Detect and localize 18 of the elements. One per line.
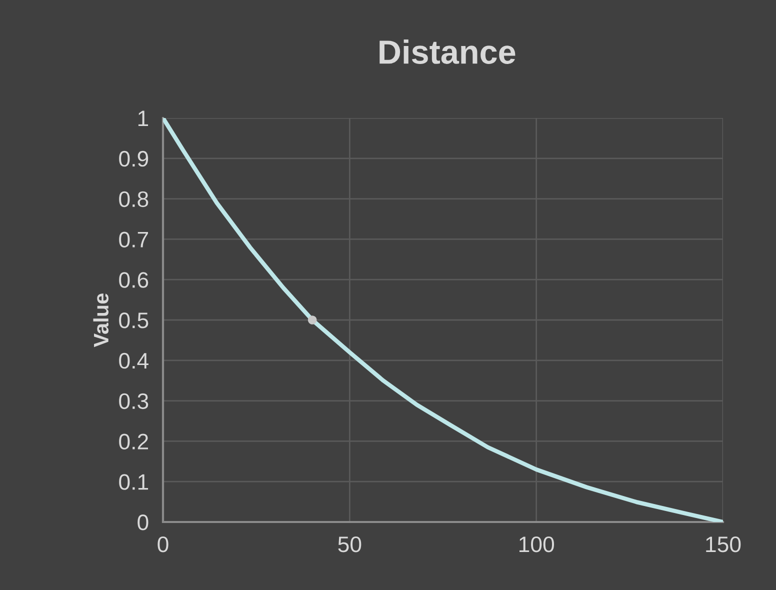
x-tick-label: 0 [158,536,168,552]
y-axis-title: Value [93,293,109,348]
y-tick-label: 0.7 [119,232,148,248]
x-tick-label: 100 [519,536,554,552]
y-tick-label: 0.8 [119,191,148,208]
y-tick-label: 1 [138,110,148,126]
y-tick-label: 0.9 [119,150,148,167]
chart-title: Distance [380,39,516,64]
x-tick-label: 50 [338,536,362,552]
y-tick-label: 0.5 [119,312,148,328]
y-tick-label: 0.1 [119,474,148,490]
y-tick-label: 0.6 [119,272,148,288]
x-tick-label: 150 [706,536,741,552]
y-tick-label: 0 [138,514,148,530]
y-tick-label: 0.3 [119,393,148,410]
y-tick-label: 0.2 [119,434,148,450]
line-series [163,118,723,522]
y-tick-label: 0.4 [119,352,148,369]
